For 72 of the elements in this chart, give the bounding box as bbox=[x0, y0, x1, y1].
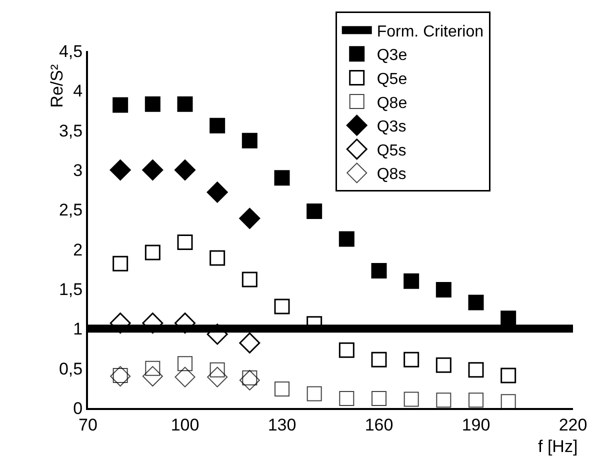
point bbox=[371, 352, 387, 368]
point bbox=[404, 273, 420, 289]
point bbox=[174, 366, 196, 388]
point bbox=[239, 208, 260, 229]
point bbox=[112, 97, 128, 113]
legend-label: Q8e bbox=[376, 94, 408, 112]
point bbox=[468, 392, 484, 408]
point bbox=[338, 342, 354, 358]
point bbox=[206, 182, 228, 203]
legend-label: Q3e bbox=[376, 47, 408, 64]
point bbox=[404, 392, 419, 407]
point bbox=[210, 118, 226, 134]
point bbox=[177, 96, 193, 112]
x-tick-label: 100 bbox=[170, 415, 200, 434]
x-axis-title: f [Hz] bbox=[538, 437, 578, 456]
y-tick-label: 4 bbox=[73, 82, 83, 101]
legend-label: Q5e bbox=[376, 70, 408, 88]
point bbox=[242, 132, 258, 148]
y-tick-label: 2,5 bbox=[58, 200, 83, 220]
x-tick-label: 190 bbox=[462, 415, 490, 434]
legend-label: Q3s bbox=[376, 118, 406, 136]
x-tick-label: 130 bbox=[268, 415, 296, 434]
point bbox=[239, 370, 260, 390]
legend-label: Form. Criterion bbox=[376, 23, 484, 40]
point bbox=[144, 244, 160, 260]
y-tick-label: 1,5 bbox=[58, 280, 83, 299]
y-tick-label: 0,5 bbox=[58, 359, 83, 378]
legend-label: Q5s bbox=[376, 142, 406, 160]
y-tick-label: 4,5 bbox=[58, 42, 83, 61]
y-tick-label: 3,5 bbox=[58, 121, 83, 140]
point bbox=[371, 263, 387, 278]
point bbox=[142, 160, 164, 180]
y-tick-label: 1 bbox=[73, 320, 83, 339]
point bbox=[436, 392, 452, 408]
point bbox=[142, 366, 163, 387]
point bbox=[112, 256, 128, 272]
point bbox=[468, 294, 484, 310]
point bbox=[500, 368, 516, 384]
point bbox=[306, 204, 322, 219]
point bbox=[468, 362, 484, 378]
point bbox=[339, 390, 354, 406]
point bbox=[242, 272, 258, 288]
y-tick-label: 0 bbox=[73, 398, 83, 418]
point bbox=[174, 312, 196, 334]
legend-label: Q8s bbox=[376, 166, 406, 184]
y-tick-label: 2 bbox=[73, 240, 83, 260]
point bbox=[207, 366, 228, 388]
point bbox=[306, 386, 322, 402]
point bbox=[110, 366, 131, 387]
point bbox=[500, 310, 516, 326]
point bbox=[110, 312, 131, 334]
point bbox=[174, 160, 196, 180]
point bbox=[274, 170, 290, 186]
x-tick-label: 70 bbox=[78, 415, 98, 434]
point bbox=[206, 324, 228, 345]
point bbox=[274, 298, 290, 314]
point bbox=[436, 282, 452, 298]
point bbox=[144, 96, 160, 112]
point bbox=[178, 356, 192, 372]
point bbox=[110, 160, 131, 180]
y-axis-title: Re/S² bbox=[47, 64, 66, 108]
point bbox=[145, 360, 160, 376]
point bbox=[338, 231, 354, 247]
x-tick-label: 160 bbox=[364, 415, 394, 434]
x-tick-label: 220 bbox=[558, 415, 588, 434]
y-tick-label: 3 bbox=[73, 160, 83, 180]
point bbox=[239, 332, 260, 354]
point bbox=[210, 250, 226, 266]
point bbox=[177, 234, 193, 250]
point bbox=[404, 352, 420, 368]
point bbox=[436, 357, 452, 373]
point bbox=[142, 312, 164, 334]
